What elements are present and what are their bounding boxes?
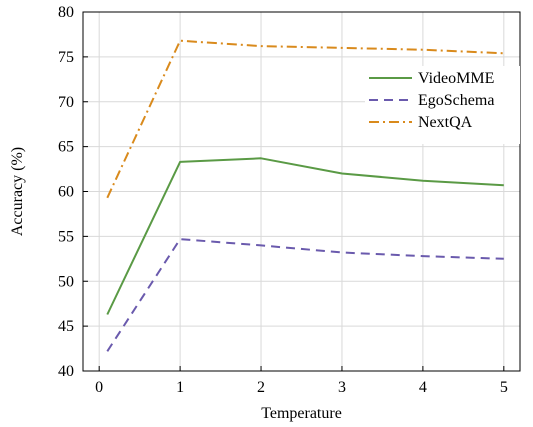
- y-axis-label: Accuracy (%): [9, 147, 26, 236]
- x-tick-label: 1: [176, 379, 184, 396]
- x-tick-label: 4: [419, 379, 427, 396]
- x-tick-label: 3: [338, 379, 346, 396]
- y-tick-label: 65: [58, 139, 74, 156]
- series-layer: [106, 39, 504, 352]
- x-axis-label: Temperature: [261, 405, 342, 422]
- y-tick-label: 55: [58, 228, 74, 245]
- legend-label: NextQA: [418, 114, 473, 131]
- series-line-egoschema: [106, 238, 504, 352]
- y-tick-label: 60: [58, 184, 74, 201]
- x-tick-label: 0: [95, 379, 103, 396]
- legend: VideoMME EgoSchema NextQA: [365, 66, 520, 144]
- y-tick-label: 40: [58, 363, 74, 380]
- y-tick-label: 75: [58, 49, 74, 66]
- x-tick-label: 2: [257, 379, 265, 396]
- grid-lines: [83, 11, 520, 372]
- y-tick-label: 70: [58, 94, 74, 111]
- y-tick-label: 80: [58, 4, 74, 21]
- legend-label: EgoSchema: [418, 92, 494, 109]
- y-tick-label: 45: [58, 318, 74, 335]
- y-tick-label: 50: [58, 273, 74, 290]
- series-line-nextqa: [106, 39, 504, 199]
- legend-label: VideoMME: [418, 70, 494, 87]
- series-line-videomme: [106, 157, 504, 315]
- x-tick-label: 5: [500, 379, 508, 396]
